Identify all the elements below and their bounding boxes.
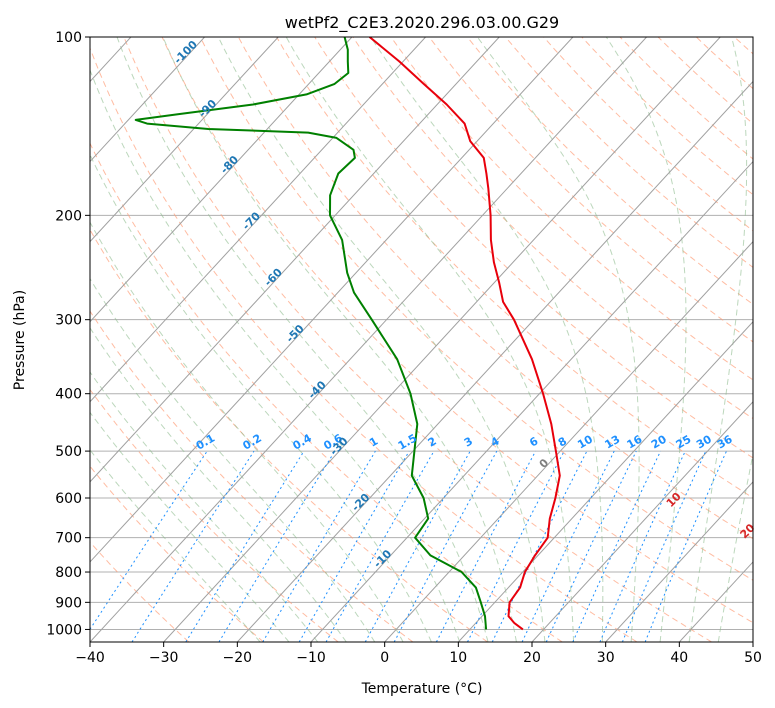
dry-adiabat: [161, 37, 753, 624]
mixing-ratio-line: [467, 450, 565, 642]
moist-adiabat: [116, 37, 489, 642]
y-tick-label: 700: [55, 531, 82, 547]
y-axis: 100 200 300 400 500 600 700 800 900 1000: [46, 30, 90, 638]
mixing-ratio-line: [90, 450, 208, 631]
x-tick-label: 50: [744, 650, 762, 666]
moist-adiabat: [717, 451, 753, 642]
background-lines: [90, 37, 753, 642]
mixing-ratio-line: [325, 450, 435, 642]
isotherm: [457, 320, 753, 642]
dry-adiabat: [276, 37, 753, 499]
dry-adiabat: [352, 37, 753, 420]
x-tick-label: −10: [296, 650, 326, 666]
dry-adiabat: [90, 46, 638, 642]
dry-adiabat: [90, 465, 264, 642]
isotherm: [90, 37, 279, 243]
y-tick-label: 600: [55, 491, 82, 507]
x-tick-label: 10: [449, 650, 467, 666]
isotherm: [531, 401, 753, 642]
x-tick-label: 40: [670, 650, 688, 666]
x-tick-label: −20: [223, 650, 253, 666]
moist-adiabat: [90, 68, 461, 642]
mixing-ratio-line: [298, 450, 410, 642]
y-tick-label: 300: [55, 313, 82, 329]
y-tick-label: 900: [55, 595, 82, 611]
mixing-ratio-line: [644, 450, 727, 642]
isotherm: [90, 37, 353, 323]
y-tick-label: 400: [55, 387, 82, 403]
x-axis-label: Temperature (°C): [361, 681, 483, 697]
moist-adiabat: [90, 153, 432, 642]
mixing-ratio-line: [599, 450, 686, 642]
x-tick-label: −30: [149, 650, 179, 666]
isotherm: [90, 37, 647, 642]
y-tick-label: 100: [55, 30, 82, 46]
y-axis-label: Pressure (hPa): [12, 290, 28, 390]
dry-adiabat: [314, 37, 753, 459]
dry-adiabat: [428, 37, 753, 343]
mixing-ratio-line: [185, 450, 305, 642]
moist-adiabat: [476, 37, 640, 642]
dewpoint-line: [134, 37, 488, 630]
mixing-ratio-line: [218, 450, 336, 642]
mixing-ratio-line: [621, 450, 707, 642]
x-tick-label: 20: [523, 650, 541, 666]
temperature-line: [368, 37, 561, 631]
chart-title: wetPf2_C2E3.2020.296.03.00.G29: [285, 13, 559, 33]
dry-adiabat: [90, 142, 563, 642]
isotherm: [236, 80, 753, 642]
y-tick-label: 1000: [46, 622, 82, 638]
mixing-ratio-line: [393, 450, 498, 642]
moist-adiabat: [90, 371, 319, 642]
moist-adiabat: [90, 411, 290, 642]
moist-adiabat: [90, 327, 347, 642]
x-tick-label: −40: [75, 650, 105, 666]
moist-adiabat: [688, 37, 748, 642]
mixing-ratio-line: [364, 450, 471, 642]
dry-adiabat: [390, 37, 753, 381]
dry-adiabat: [90, 541, 190, 642]
x-tick-label: 30: [597, 650, 615, 666]
moist-adiabat: [370, 37, 604, 642]
plot-frame: [89, 36, 754, 643]
mixing-ratio-line: [262, 450, 376, 642]
isotherm: [163, 37, 721, 642]
moist-adiabat: [90, 221, 404, 642]
isotherm: [90, 37, 500, 483]
y-tick-label: 200: [55, 208, 82, 224]
moist-adiabat: [90, 277, 376, 642]
mixing-ratio-line: [435, 450, 537, 642]
moist-adiabat: [162, 37, 517, 642]
x-tick-label: 0: [380, 650, 389, 666]
data-series: [134, 37, 561, 631]
y-tick-label: 800: [55, 565, 82, 581]
isotherm: [605, 481, 753, 642]
mixing-ratio-line: [572, 450, 662, 642]
dry-adiabat: [199, 37, 753, 581]
isotherm: [90, 37, 205, 163]
isotherm: [90, 37, 574, 563]
mixing-ratio-line: [521, 450, 615, 642]
mixing-ratio-line: [545, 450, 637, 642]
moist-adiabat: [605, 37, 687, 642]
y-tick-label: 500: [55, 444, 82, 460]
moist-adiabat: [217, 37, 546, 642]
mixing-ratio-line: [131, 450, 255, 642]
dry-adiabat: [90, 228, 488, 642]
isotherm: [384, 240, 753, 642]
dry-adiabat: [123, 37, 712, 642]
isotherm: [310, 160, 753, 642]
x-axis: −40 −30 −20 −10 0 10 20 30 40 50: [75, 642, 762, 666]
